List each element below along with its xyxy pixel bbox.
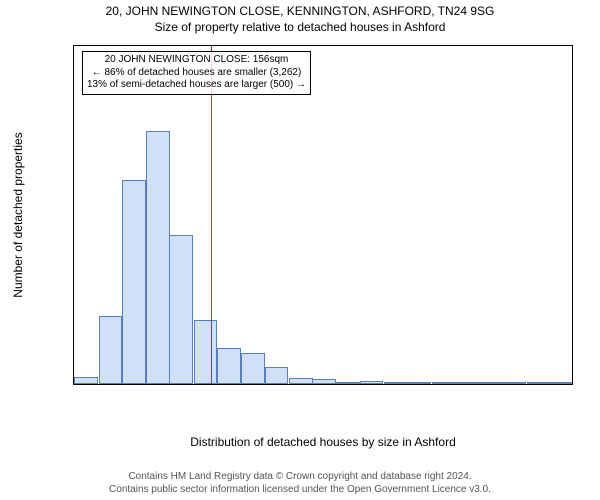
histogram-bar <box>146 131 170 384</box>
histogram-bar <box>169 235 193 384</box>
y-tick-mark <box>73 46 74 47</box>
x-tick-mark <box>86 384 87 385</box>
x-tick-mark <box>348 384 349 385</box>
y-tick-mark <box>73 342 74 343</box>
x-tick-mark <box>419 384 420 385</box>
footer: Contains HM Land Registry data © Crown c… <box>0 471 600 496</box>
reference-line <box>211 46 212 384</box>
x-tick-mark <box>229 384 230 385</box>
x-tick-mark <box>181 384 182 385</box>
annotation-line-3: 13% of semi-detached houses are larger (… <box>87 79 306 92</box>
histogram-bar <box>122 180 146 384</box>
y-tick-mark <box>73 384 74 385</box>
y-tick-mark <box>73 300 74 301</box>
x-tick-mark <box>324 384 325 385</box>
y-tick-mark <box>73 215 74 216</box>
y-axis-title: Number of detached properties <box>11 132 25 297</box>
x-tick-mark <box>301 384 302 385</box>
histogram-bar <box>265 367 289 384</box>
x-tick-mark <box>539 384 540 385</box>
y-tick-mark <box>73 131 74 132</box>
x-tick-mark <box>443 384 444 385</box>
page-title: 20, JOHN NEWINGTON CLOSE, KENNINGTON, AS… <box>0 0 600 20</box>
x-tick-mark <box>467 384 468 385</box>
histogram-bar <box>99 316 123 384</box>
x-tick-mark <box>158 384 159 385</box>
histogram-bar <box>217 348 241 384</box>
page-subtitle: Size of property relative to detached ho… <box>0 20 600 36</box>
y-tick-mark <box>73 257 74 258</box>
annotation-box: 20 JOHN NEWINGTON CLOSE: 156sqm← 86% of … <box>82 51 311 95</box>
histogram-bar <box>194 320 218 384</box>
histogram-chart: 0200400600800100012001400160027sqm52sqm7… <box>73 45 573 385</box>
x-tick-mark <box>562 384 563 385</box>
annotation-line-2: ← 86% of detached houses are smaller (3,… <box>87 67 306 80</box>
annotation-line-1: 20 JOHN NEWINGTON CLOSE: 156sqm <box>87 54 306 67</box>
x-tick-mark <box>491 384 492 385</box>
x-tick-mark <box>372 384 373 385</box>
histogram-bar <box>241 353 265 384</box>
footer-line-1: Contains HM Land Registry data © Crown c… <box>0 471 600 484</box>
x-tick-mark <box>514 384 515 385</box>
x-tick-mark <box>253 384 254 385</box>
x-tick-mark <box>396 384 397 385</box>
x-tick-mark <box>206 384 207 385</box>
x-tick-mark <box>276 384 277 385</box>
histogram-bar <box>74 377 98 384</box>
x-tick-mark <box>110 384 111 385</box>
x-tick-mark <box>134 384 135 385</box>
y-tick-mark <box>73 173 74 174</box>
footer-line-2: Contains public sector information licen… <box>0 484 600 497</box>
y-tick-mark <box>73 88 74 89</box>
x-axis-title: Distribution of detached houses by size … <box>190 435 456 449</box>
